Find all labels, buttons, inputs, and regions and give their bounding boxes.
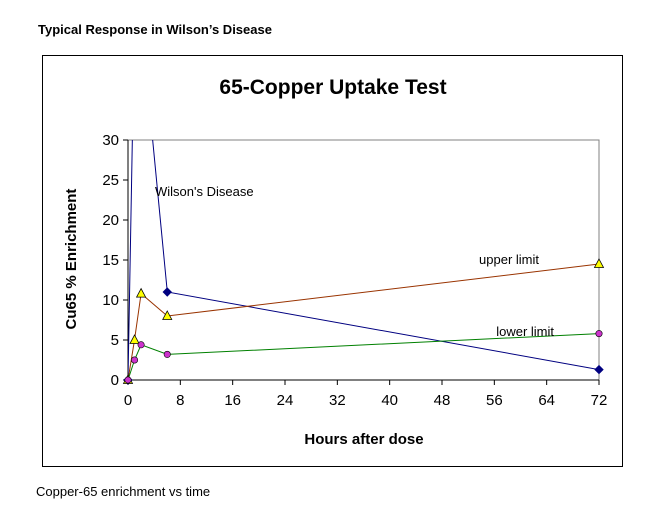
- y-axis-title: Cu65 % Enrichment: [63, 189, 80, 330]
- x-tick-label: 32: [329, 392, 346, 409]
- upper-limit-point: [593, 258, 605, 268]
- chart-frame: 65-Copper Uptake Test Cu65 % Enrichment …: [42, 55, 623, 467]
- x-tick-label: 64: [538, 392, 555, 409]
- upper-limit-point: [129, 334, 140, 344]
- x-tick-label: 48: [434, 392, 451, 409]
- y-tick-label: 25: [102, 172, 119, 189]
- lower-limit-point: [595, 330, 603, 338]
- line-chart: 65-Copper Uptake Test Cu65 % Enrichment …: [63, 76, 607, 448]
- x-tick-label: 0: [124, 392, 132, 409]
- x-tick-label: 40: [381, 392, 398, 409]
- lower-limit-point: [131, 356, 139, 364]
- x-tick-label: 72: [591, 392, 608, 409]
- chart-title: 65-Copper Uptake Test: [219, 76, 446, 99]
- series-markers: [122, 258, 605, 385]
- x-axis-title: Hours after dose: [304, 431, 423, 448]
- series-labels: Wilson's Disease upper limit lower limit: [155, 184, 554, 339]
- page-heading: Typical Response in Wilson’s Disease: [38, 22, 272, 37]
- y-tick-label: 10: [102, 292, 119, 309]
- x-tick-label: 24: [277, 392, 294, 409]
- axes: 0 5 10 15 20 25 30 0 8 16 24 32 40 48 56 64 72: [102, 132, 607, 409]
- y-tick-label: 5: [111, 332, 119, 349]
- upper-limit-point: [162, 310, 173, 320]
- wilson-s-disease-point: [162, 287, 172, 297]
- wilson-s-disease-point: [594, 364, 604, 375]
- upper-limit-point: [135, 287, 147, 298]
- x-tick-label: 16: [224, 392, 241, 409]
- y-tick-label: 15: [102, 252, 119, 269]
- y-tick-label: 30: [102, 132, 119, 149]
- x-tick-label: 56: [486, 392, 503, 409]
- lower-limit-point: [163, 350, 171, 358]
- y-tick-label: 20: [102, 212, 119, 229]
- lower-limit-point: [137, 341, 145, 349]
- upper-limit-label: upper limit: [479, 252, 539, 267]
- upper-limit-line: [128, 263, 599, 381]
- figure-caption: Copper-65 enrichment vs time: [36, 484, 211, 499]
- wilson-s-disease-label: Wilson's Disease: [155, 184, 254, 199]
- x-tick-label: 8: [176, 392, 184, 409]
- lower-limit-label: lower limit: [496, 324, 554, 339]
- y-tick-label: 0: [111, 372, 119, 389]
- lower-limit-point: [124, 376, 132, 384]
- wilson-s-disease-line: [128, 140, 599, 381]
